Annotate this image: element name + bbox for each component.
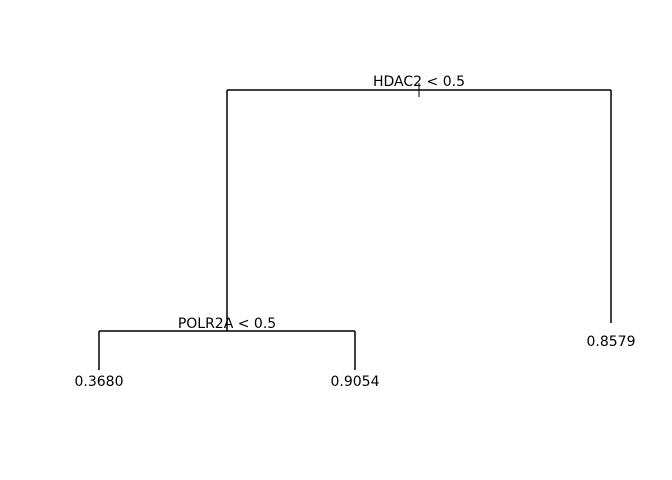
left-split-label: POLR2A < 0.5 (178, 316, 276, 332)
leaf-label-left-right: 0.9054 (331, 374, 380, 390)
leaf-label-left-left: 0.3680 (75, 374, 124, 390)
leaf-label-right: 0.8579 (587, 334, 636, 350)
left-split: POLR2A < 0.5 (99, 316, 355, 332)
root-split-label: HDAC2 < 0.5 (373, 74, 465, 90)
root-split: HDAC2 < 0.5 (227, 74, 611, 97)
